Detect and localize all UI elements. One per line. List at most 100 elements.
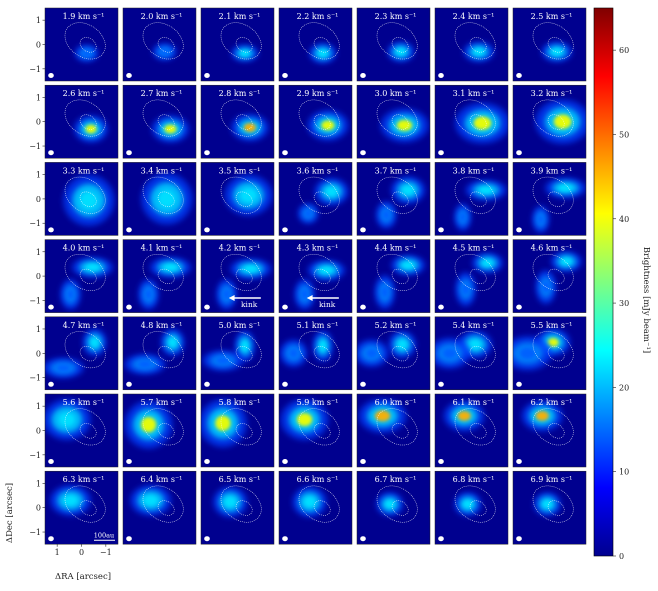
channel-panel: 2.9 km s⁻¹ (278, 84, 353, 159)
outer-contour (64, 99, 106, 137)
emission-core (558, 184, 573, 192)
channel-panel: 4.2 km s⁻¹ (200, 239, 275, 313)
panel-frame (356, 162, 431, 236)
emission-core (241, 341, 249, 351)
emission-core (304, 210, 312, 217)
channel-panel: 3.6 km s⁻¹ (278, 162, 353, 236)
channel-velocity-label: 2.8 km s⁻¹ (219, 89, 261, 98)
inner-contour (391, 500, 409, 516)
outer-contour (532, 254, 574, 291)
channel-background (201, 8, 274, 81)
panel-frame (200, 7, 275, 82)
inner-contour (79, 423, 97, 439)
emission-core (168, 337, 177, 347)
beam-ellipse (516, 150, 522, 156)
beam-ellipse (516, 459, 522, 464)
channel-velocity-label: 3.9 km s⁻¹ (531, 166, 573, 175)
channel-velocity-label: 2.4 km s⁻¹ (453, 12, 495, 21)
inner-contour (469, 423, 487, 439)
channel-panel: 3.4 km s⁻¹ (122, 162, 197, 236)
channel-velocity-label: 4.4 km s⁻¹ (375, 244, 417, 253)
beam-ellipse (126, 459, 132, 464)
outer-contour (376, 176, 418, 214)
x-axis-label: ΔRA [arcsec] (55, 572, 111, 582)
channel-panel: 6.9 km s⁻¹ (512, 470, 587, 545)
emission-core (402, 261, 414, 269)
outer-contour (454, 485, 496, 523)
channel-panel: 6.6 km s⁻¹ (278, 470, 353, 545)
outer-contour (64, 176, 106, 214)
colorbar-ticks: 0 10 20 30 40 50 60 (613, 46, 629, 561)
x-tick-label: 0 (79, 548, 84, 557)
beam-ellipse (360, 73, 366, 78)
inner-contour (235, 191, 253, 207)
outer-contour (376, 99, 418, 137)
channel-panel: 5.9 km s⁻¹ (278, 393, 353, 468)
y-tick-label: 1 (36, 325, 41, 334)
channel-velocity-label: 3.8 km s⁻¹ (453, 166, 495, 175)
inner-contour (235, 500, 253, 516)
channel-panel: 2.2 km s⁻¹ (278, 7, 353, 82)
channel-panel: 3.8 km s⁻¹ (434, 162, 509, 236)
emission-core (319, 341, 327, 351)
inner-contour (547, 346, 565, 362)
emission-core (382, 210, 390, 220)
emission-core (473, 116, 492, 130)
inner-contour (469, 191, 487, 207)
beam-ellipse (282, 381, 288, 387)
outer-contour (142, 485, 184, 523)
channel-velocity-label: 6.5 km s⁻¹ (219, 475, 261, 484)
channel-velocity-label: 2.1 km s⁻¹ (219, 12, 261, 21)
channel-background (45, 8, 118, 81)
beam-ellipse (48, 73, 54, 78)
emission-core (223, 289, 230, 300)
emission-core (551, 48, 562, 56)
inner-contour (469, 268, 487, 285)
beam-ellipse (282, 459, 288, 464)
y-tick-label: −1 (29, 528, 41, 537)
emission-core (463, 500, 473, 508)
beam-ellipse (126, 150, 132, 156)
panel-frame (200, 162, 275, 236)
inner-contour (313, 346, 331, 362)
emission-core (535, 410, 549, 421)
panel-frame (512, 239, 587, 313)
beam-ellipse (438, 536, 444, 542)
channel-velocity-label: 6.3 km s⁻¹ (63, 475, 105, 484)
emission-core (67, 289, 74, 300)
beam-ellipse (516, 304, 522, 310)
channel-panel: 2.4 km s⁻¹ (434, 7, 509, 82)
channel-velocity-label: 2.7 km s⁻¹ (141, 89, 183, 98)
y-tick-label: −1 (29, 142, 41, 151)
outer-contour (298, 99, 340, 137)
colorbar-tick-label: 50 (619, 130, 629, 139)
emission-core (56, 364, 70, 372)
channel-velocity-label: 4.2 km s⁻¹ (219, 244, 261, 253)
channel-velocity-label: 2.3 km s⁻¹ (375, 12, 417, 21)
channel-panel: 5.0 km s⁻¹ (200, 316, 275, 391)
channel-velocity-label: 4.3 km s⁻¹ (297, 244, 339, 253)
emission-core (140, 416, 157, 433)
outer-axes: 1 0 −1 1 0 −1 1 0 −1 1 0 −1 1 0 −1 1 0 −1 1 0 −1 1 0 −1 (29, 16, 112, 557)
colorbar-tick-label: 60 (619, 46, 629, 55)
inner-contour (391, 114, 409, 130)
channel-panel: 4.6 km s⁻¹ (512, 239, 587, 313)
emission-core (479, 186, 493, 194)
inner-contour (157, 191, 175, 207)
panel-frame (356, 84, 431, 159)
emission-core (469, 340, 481, 349)
panel-frame (512, 316, 587, 391)
channel-velocity-label: 5.5 km s⁻¹ (531, 321, 573, 330)
panel-frame (278, 239, 353, 313)
channel-panel: 5.7 km s⁻¹ (122, 393, 197, 468)
panel-frame (434, 84, 509, 159)
panel-frame (278, 162, 353, 236)
kink-annotation: kink (306, 295, 339, 309)
channel-panels: 1.9 km s⁻¹ 2.0 km s⁻¹ 2.1 km s⁻¹ 2.2 km s⁻¹… (44, 7, 587, 545)
colorbar-tick-label: 0 (619, 552, 624, 561)
inner-contour (547, 500, 565, 516)
emission-core (224, 496, 236, 507)
beam-ellipse (438, 304, 444, 310)
emission-core (320, 266, 333, 274)
outer-contour (298, 176, 340, 214)
